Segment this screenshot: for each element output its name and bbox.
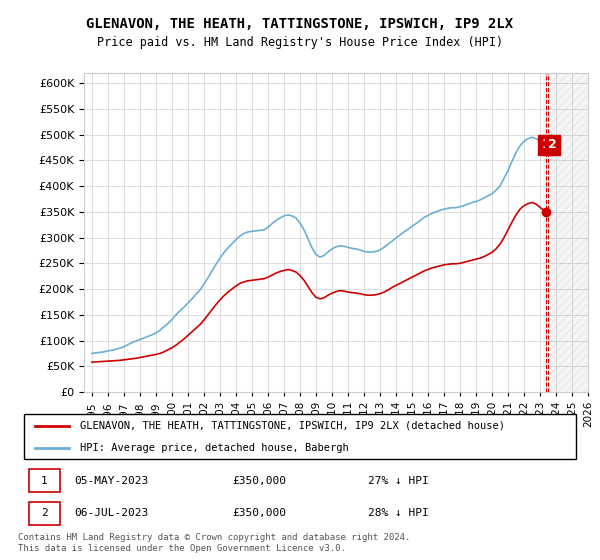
FancyBboxPatch shape xyxy=(23,414,577,459)
Text: Contains HM Land Registry data © Crown copyright and database right 2024.
This d: Contains HM Land Registry data © Crown c… xyxy=(18,533,410,553)
Text: 27% ↓ HPI: 27% ↓ HPI xyxy=(368,476,428,486)
Text: 1: 1 xyxy=(41,476,48,486)
Text: HPI: Average price, detached house, Babergh: HPI: Average price, detached house, Babe… xyxy=(80,443,349,453)
FancyBboxPatch shape xyxy=(29,469,60,492)
Text: GLENAVON, THE HEATH, TATTINGSTONE, IPSWICH, IP9 2LX: GLENAVON, THE HEATH, TATTINGSTONE, IPSWI… xyxy=(86,17,514,31)
Text: £350,000: £350,000 xyxy=(232,508,286,518)
Text: GLENAVON, THE HEATH, TATTINGSTONE, IPSWICH, IP9 2LX (detached house): GLENAVON, THE HEATH, TATTINGSTONE, IPSWI… xyxy=(80,421,505,431)
Text: 2: 2 xyxy=(548,138,557,151)
Bar xyxy=(543,73,588,392)
Text: 05-MAY-2023: 05-MAY-2023 xyxy=(74,476,149,486)
Text: £350,000: £350,000 xyxy=(232,476,286,486)
FancyBboxPatch shape xyxy=(29,502,60,525)
Text: 2: 2 xyxy=(41,508,48,518)
Text: 28% ↓ HPI: 28% ↓ HPI xyxy=(368,508,428,518)
Text: Price paid vs. HM Land Registry's House Price Index (HPI): Price paid vs. HM Land Registry's House … xyxy=(97,36,503,49)
Text: 1: 1 xyxy=(541,138,550,151)
Text: 06-JUL-2023: 06-JUL-2023 xyxy=(74,508,149,518)
